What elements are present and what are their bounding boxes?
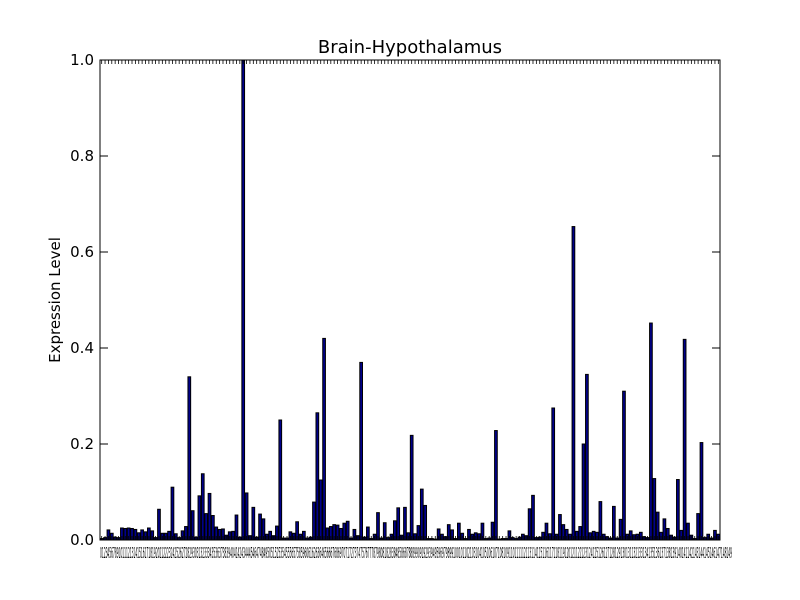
bar [649, 322, 653, 541]
chart-title: Brain-Hypothalamus [318, 37, 502, 58]
bar [494, 430, 498, 541]
bar [551, 407, 556, 541]
x-tick-labels: 0123456789101112131415161718192021222324… [100, 544, 732, 562]
bar [622, 390, 626, 541]
bar [676, 479, 680, 541]
y-tick-label: 0.4 [70, 339, 94, 357]
bar [531, 494, 535, 541]
bar [187, 376, 192, 541]
bar [157, 508, 161, 541]
bar [423, 504, 428, 541]
bar [207, 492, 212, 541]
bar [241, 59, 246, 541]
bar [322, 337, 326, 541]
bar [652, 478, 657, 541]
bar [598, 501, 603, 541]
bar [170, 486, 175, 541]
bar [190, 510, 195, 541]
y-tick-label: 0.6 [70, 243, 94, 261]
bar [682, 338, 687, 541]
y-tick-label: 0.2 [70, 435, 94, 453]
bar [409, 434, 414, 541]
ticks-group [100, 59, 720, 541]
bar [244, 492, 249, 541]
bar [612, 505, 616, 541]
bar [318, 479, 323, 541]
bar [396, 507, 401, 541]
bar [419, 488, 424, 541]
bar [376, 512, 380, 541]
bar [403, 506, 407, 541]
bar [200, 473, 205, 541]
bar [699, 442, 704, 541]
bars-group [99, 59, 721, 541]
bar [278, 419, 283, 541]
bar [312, 501, 316, 541]
bar [571, 226, 576, 541]
y-axis-label: Expression Level [46, 237, 64, 363]
plot-frame [99, 59, 721, 541]
y-tick-label: 0.0 [70, 531, 94, 549]
bar [251, 506, 256, 541]
bar [585, 373, 589, 541]
bar [527, 508, 532, 541]
y-tick-label: 1.0 [70, 51, 94, 69]
bar [315, 412, 320, 541]
y-tick-label: 0.8 [70, 147, 94, 165]
y-tick-labels: 0.0 0.2 0.4 0.6 0.8 1.0 [70, 51, 94, 549]
bar [359, 361, 363, 541]
bar [581, 443, 586, 541]
bar [655, 511, 660, 541]
bar [197, 495, 202, 541]
